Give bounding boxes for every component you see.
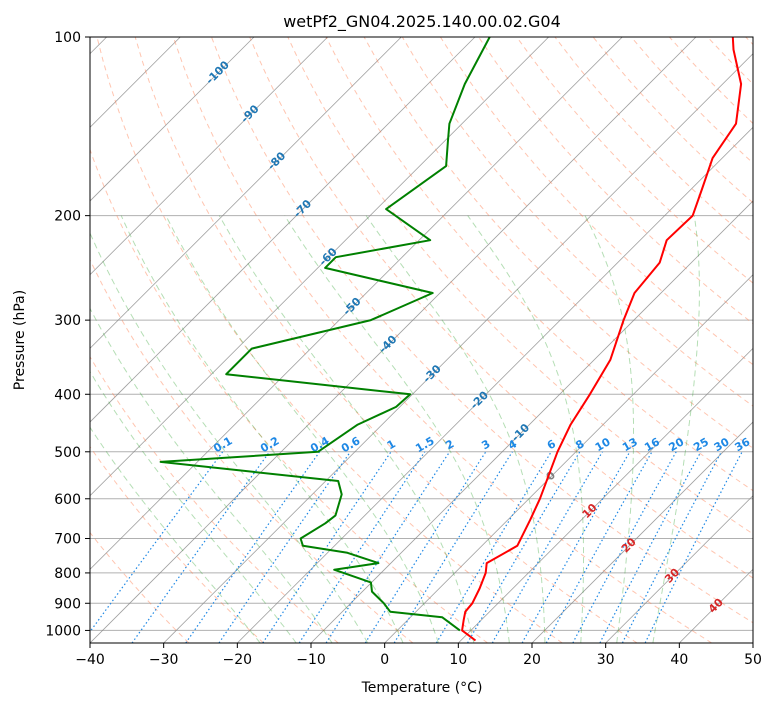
mixing-ratio-line	[185, 451, 321, 643]
dry-adiabat	[287, 37, 753, 535]
moist-adiabat	[90, 307, 333, 643]
x-tick-label: −20	[223, 652, 253, 668]
y-tick-label: 800	[54, 566, 81, 582]
mixing-ratio-line	[364, 451, 487, 643]
axis-ticks: −40 −30 −20 −10 0 10 20 30 40 50 100 200 300 400 500 60…	[45, 30, 762, 668]
isotherm-line	[163, 53, 753, 643]
isotherm-line	[90, 37, 402, 349]
moist-adiabat	[365, 215, 546, 643]
dry-adiabat	[90, 531, 190, 643]
dry-adiabat	[439, 37, 753, 366]
y-tick-label: 900	[54, 596, 81, 612]
y-tick-label: 300	[54, 313, 81, 329]
dry-adiabat	[96, 37, 563, 643]
isotherm-line	[90, 37, 255, 202]
isotherm-line	[90, 37, 623, 570]
plot-frame	[89, 36, 754, 644]
mixing-ratio-line	[325, 451, 451, 643]
moist-adiabat	[284, 215, 510, 643]
mixing-ratio-line	[131, 451, 271, 643]
y-axis-title: Pressure (hPa)	[12, 290, 28, 390]
mixing-ratio-line	[545, 451, 653, 643]
mixing-ratio-line	[262, 451, 392, 643]
mixing-ratio-line	[521, 451, 631, 643]
chart-title: wetPf2_GN04.2025.140.00.02.G04	[283, 12, 561, 32]
isotherm-line	[310, 200, 753, 643]
moist-adiabat	[90, 231, 369, 643]
y-tick-label: 1000	[45, 623, 81, 639]
isotherm-line	[90, 37, 476, 423]
mixing-ratio-line	[435, 451, 552, 643]
isotherm-line	[605, 495, 753, 643]
dry-adiabat	[211, 37, 753, 624]
y-tick-label: 100	[54, 30, 81, 46]
x-axis-title: Temperature (°C)	[361, 680, 483, 696]
isotherm-line	[384, 274, 753, 643]
x-tick-label: 20	[523, 652, 541, 668]
isotherm-line	[90, 37, 328, 276]
mixing-ratio-line	[90, 451, 224, 633]
dry-adiabat	[90, 355, 339, 643]
moist-adiabat	[652, 215, 700, 643]
isotherm-line	[531, 421, 753, 643]
dry-adiabat	[516, 37, 753, 284]
moist-adiabat	[467, 215, 584, 643]
dewpoint-trace	[159, 37, 491, 632]
dry-adiabat	[90, 148, 488, 643]
x-tick-label: 50	[744, 652, 762, 668]
y-tick-label: 400	[54, 387, 81, 403]
moist-adiabat	[90, 426, 261, 643]
moist-adiabat	[165, 215, 439, 643]
x-tick-label: −40	[75, 652, 105, 668]
moist-adiabat	[584, 215, 634, 643]
x-tick-label: 0	[380, 652, 389, 668]
isotherm-line	[237, 126, 753, 643]
isotherm-line	[458, 347, 753, 643]
mixing-ratio-line	[644, 451, 743, 643]
dry-adiabat	[134, 37, 638, 643]
dry-adiabat	[249, 37, 753, 579]
x-tick-label: 30	[597, 652, 615, 668]
x-tick-label: 10	[449, 652, 467, 668]
dry-adiabat	[90, 258, 414, 643]
y-tick-label: 700	[54, 532, 81, 548]
mixing-ratio-line	[298, 451, 426, 643]
dry-adiabat	[90, 445, 264, 643]
x-tick-label: −30	[149, 652, 179, 668]
y-tick-label: 600	[54, 492, 81, 508]
temperature-trace	[461, 37, 743, 642]
isotherm-line	[90, 37, 697, 643]
moist-adiabat	[218, 215, 475, 643]
y-tick-label: 500	[54, 445, 81, 461]
dry-adiabat	[172, 37, 712, 643]
mixing-ratio-line	[599, 451, 702, 643]
mixing-ratio-line	[218, 451, 351, 643]
mixing-ratio-line	[572, 451, 677, 643]
x-tick-label: 40	[670, 652, 688, 668]
x-tick-label: −10	[296, 652, 326, 668]
y-tick-label: 200	[54, 209, 81, 225]
dry-adiabat	[401, 37, 753, 407]
moist-adiabat	[90, 370, 297, 643]
plot-border	[89, 36, 754, 644]
